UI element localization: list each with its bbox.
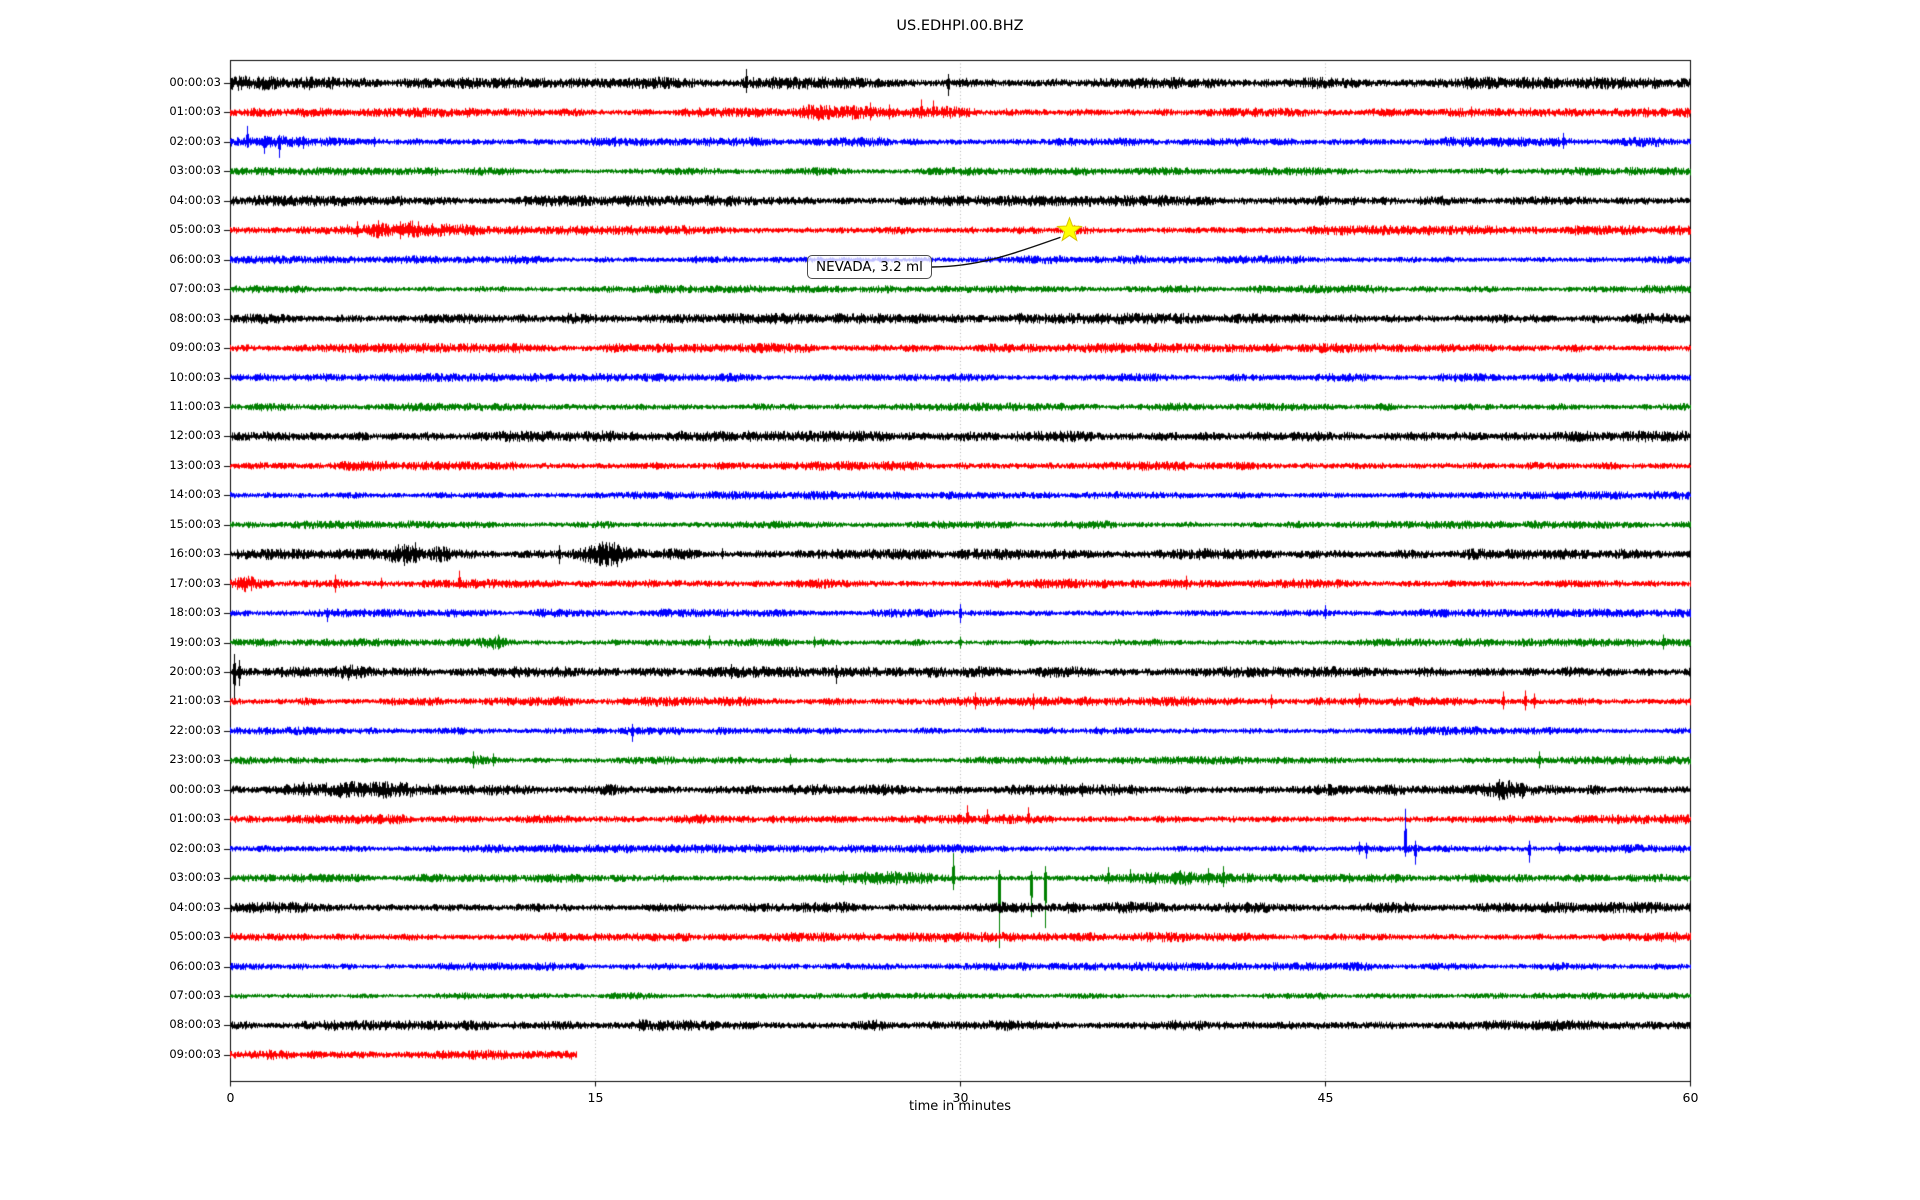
y-tick-label: 08:00:03 bbox=[169, 310, 221, 325]
y-tick-label: 01:00:03 bbox=[169, 104, 221, 119]
x-tick-label: 15 bbox=[587, 1090, 604, 1105]
x-tick-label: 30 bbox=[952, 1090, 969, 1105]
y-tick-label: 19:00:03 bbox=[169, 634, 221, 649]
y-tick-label: 09:00:03 bbox=[169, 340, 221, 355]
y-tick-label: 20:00:03 bbox=[169, 664, 221, 678]
y-tick-label: 07:00:03 bbox=[169, 281, 221, 296]
y-tick-label: 05:00:03 bbox=[169, 222, 221, 237]
y-tick-label: 09:00:03 bbox=[169, 1046, 221, 1061]
y-tick-label: 01:00:03 bbox=[169, 811, 221, 826]
y-tick-label: 11:00:03 bbox=[169, 398, 221, 413]
y-tick-label: 22:00:03 bbox=[169, 722, 221, 737]
y-tick-label: 13:00:03 bbox=[169, 457, 221, 472]
y-tick-label: 06:00:03 bbox=[169, 958, 221, 973]
y-tick-label: 08:00:03 bbox=[169, 1017, 221, 1032]
y-tick-label: 06:00:03 bbox=[169, 251, 221, 266]
event-annotation-label: NEVADA, 3.2 ml bbox=[816, 259, 923, 275]
y-tick-label: 14:00:03 bbox=[169, 487, 221, 502]
y-tick-label: 07:00:03 bbox=[169, 987, 221, 1002]
y-tick-label: 18:00:03 bbox=[169, 605, 221, 620]
y-tick-label: 10:00:03 bbox=[169, 369, 221, 384]
y-tick-label: 04:00:03 bbox=[169, 192, 221, 207]
y-tick-label: 03:00:03 bbox=[169, 163, 221, 178]
event-annotation: NEVADA, 3.2 ml bbox=[807, 255, 932, 279]
y-tick-label: 02:00:03 bbox=[169, 840, 221, 855]
x-tick-label: 0 bbox=[226, 1090, 235, 1105]
y-tick-label: 15:00:03 bbox=[169, 516, 221, 531]
x-tick-label: 45 bbox=[1317, 1090, 1334, 1105]
y-tick-label: 03:00:03 bbox=[169, 870, 221, 885]
x-axis-label: time in minutes bbox=[908, 1099, 1012, 1114]
y-tick-label: 04:00:03 bbox=[169, 899, 221, 914]
y-tick-label: 02:00:03 bbox=[169, 133, 221, 148]
y-tick-label: 23:00:03 bbox=[169, 752, 221, 767]
plot-title: US.EDHPI.00.BHZ bbox=[896, 18, 1024, 34]
y-tick-label: 05:00:03 bbox=[169, 929, 221, 944]
y-tick-label: 16:00:03 bbox=[169, 546, 221, 561]
y-tick-label: 00:00:03 bbox=[169, 75, 221, 89]
y-tick-label: 21:00:03 bbox=[169, 693, 221, 708]
x-tick-label: 60 bbox=[1682, 1090, 1699, 1105]
y-tick-label: 12:00:03 bbox=[169, 428, 221, 443]
y-tick-label: 17:00:03 bbox=[169, 575, 221, 590]
y-tick-label: 00:00:03 bbox=[169, 781, 221, 796]
